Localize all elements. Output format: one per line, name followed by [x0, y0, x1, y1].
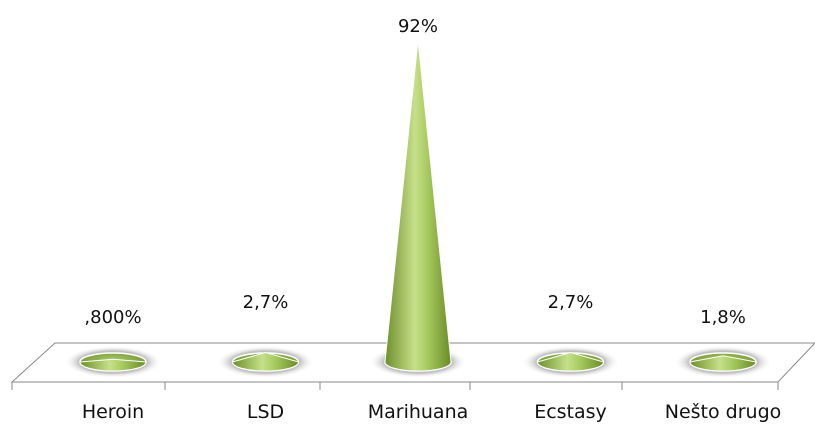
cone-ecstasy [536, 352, 605, 372]
data-label: 2,7% [548, 292, 594, 313]
data-label: 1,8% [700, 307, 746, 328]
category-label: Heroin [82, 401, 144, 423]
category-label: Ecstasy [534, 401, 607, 423]
data-label: 92% [398, 16, 438, 37]
category-label: LSD [247, 401, 284, 423]
category-labels: Heroin LSD Marihuana Ecstasy Nešto drugo [82, 401, 781, 423]
category-label: Nešto drugo [665, 401, 782, 423]
category-label: Marihuana [368, 401, 469, 423]
data-label: ,800% [84, 307, 141, 328]
cone-ne-to-drugo [689, 355, 757, 372]
data-labels: ,800% 2,7% 92% 2,7% 1,8% [84, 16, 745, 328]
data-label: 2,7% [243, 292, 289, 313]
cone-heroin [79, 358, 147, 372]
x-axis-ticks [11, 382, 779, 390]
cones [64, 39, 772, 378]
cone-lsd [231, 352, 300, 372]
cone-marihuana [384, 39, 452, 372]
